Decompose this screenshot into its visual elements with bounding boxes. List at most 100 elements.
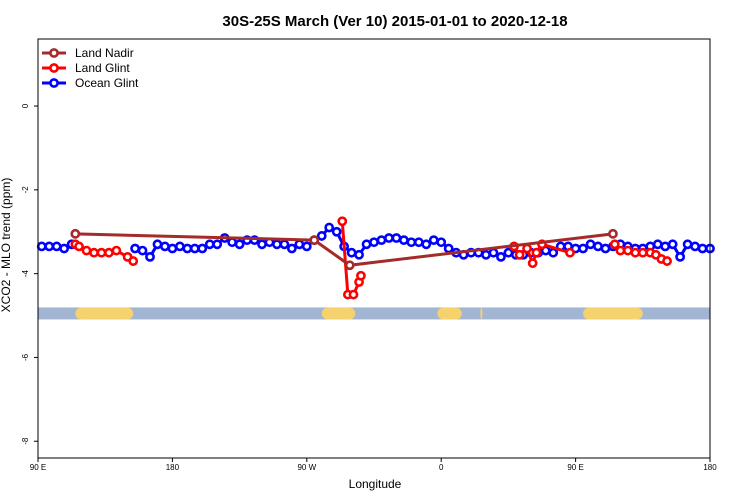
ocean-glint-point [660,241,671,252]
land-glint-point [615,245,626,256]
legend-land-nadir-marker [49,48,59,58]
ocean-glint-point [59,243,70,254]
ocean-glint-point [600,243,611,254]
y-tick-label: 0 [21,103,30,108]
land-glint-point [89,247,99,258]
ocean-glint-point [227,237,238,248]
band-land-segment [321,307,356,320]
ocean-glint-point [354,249,364,260]
ocean-glint-point [675,251,686,262]
ocean-glint-point [667,239,678,250]
y-tick-label: -2 [21,186,30,194]
land-nadir-point [70,228,81,239]
x-axis: 90 E 180 90 W 0 90 E 180 [30,458,717,472]
ocean-glint-point [130,243,140,254]
ocean-glint-point [197,243,208,254]
ocean-glint-point [212,239,223,250]
land-nadir-line [75,232,614,267]
land-glint-point [514,249,525,260]
land-glint-point [522,243,532,254]
ocean-glint-point [481,249,491,260]
ocean-glint-point [294,239,305,250]
ocean-glint-point [257,239,267,250]
band-land-segment [480,307,483,320]
land-glint-point [74,241,84,252]
ocean-glint-point [406,237,417,248]
ocean-glint-point [421,239,432,250]
ocean-glint-point [697,243,708,254]
band-land-segment [583,307,643,320]
land-glint-point [622,245,633,256]
land-glint-point [531,247,542,258]
ocean-glint-point [204,239,215,250]
x-tick-label: 90 W [297,463,316,472]
land-glint-point [81,245,92,256]
ocean-glint-point [578,243,588,254]
ocean-glint-point [593,241,603,252]
ocean-glint-point [391,233,402,243]
land-glint-point [637,247,648,258]
land-glint-point [111,245,122,256]
ocean-glint-point [331,226,342,237]
ocean-glint-point [436,237,447,248]
legend-ocean-glint-marker [49,78,59,88]
land-nadir-point [344,260,355,271]
land-glint-point [630,247,641,258]
ocean-glint-point [376,235,387,246]
land-glint-point [96,247,107,258]
ocean-glint-point [652,239,663,250]
ocean-glint-point [428,235,439,246]
land-glint-point [527,258,538,269]
land-nadir-point [608,228,618,239]
ocean-glint-point [443,243,454,254]
ocean-glint-point [398,235,409,246]
land-glint-point [356,270,366,281]
ocean-glint-point [137,245,148,256]
legend-land-glint-label: Land Glint [75,61,130,75]
y-axis: 0 -2 -4 -6 -8 [21,103,38,445]
plot-frame [37,38,711,459]
ocean-glint-point [234,239,245,250]
ocean-glint-point [174,241,185,252]
x-axis-label: Longitude [349,477,402,491]
land-glint-point [128,256,139,266]
band-ocean [38,307,710,320]
ocean-glint-point [152,239,163,250]
y-tick-label: -6 [21,353,30,361]
ocean-glint-point [182,243,193,254]
ocean-glint-point [160,241,170,252]
ocean-glint-point [548,247,559,258]
ocean-glint-point [279,239,290,250]
ocean-glint-point [189,243,200,254]
x-tick-label: 180 [166,463,180,472]
ocean-glint-point [324,222,335,233]
y-tick-label: -4 [21,270,30,278]
y-tick-label: -8 [21,437,30,445]
ocean-glint-point [384,233,394,243]
ocean-glint-point [167,243,178,254]
ocean-glint-point [286,243,297,254]
band-land-segment [75,307,134,320]
ocean-glint-point [585,239,596,250]
ocean-glint-point [44,241,55,252]
land-glint-point [565,247,575,258]
legend-ocean-glint-label: Ocean Glint [75,76,139,90]
plot-series [36,216,715,300]
land-glint-point [662,256,672,266]
band-land-segment [437,307,462,320]
y-axis-label: XCO2 - MLO trend (ppm) [0,178,13,313]
land-nadir-point [309,235,320,246]
x-tick-label: 0 [439,463,444,472]
ocean-glint-point [346,247,357,258]
x-tick-label: 180 [703,463,717,472]
ocean-glint-point [36,241,47,252]
land-glint-point [609,239,620,250]
x-tick-label: 90 E [567,463,583,472]
land-glint-point [348,289,359,300]
legend-land-nadir-label: Land Nadir [75,46,134,60]
land-glint-point [337,216,348,227]
legend-land-glint-marker [49,63,59,73]
ocean-glint-point [272,239,282,250]
land-glint-point [104,247,114,258]
